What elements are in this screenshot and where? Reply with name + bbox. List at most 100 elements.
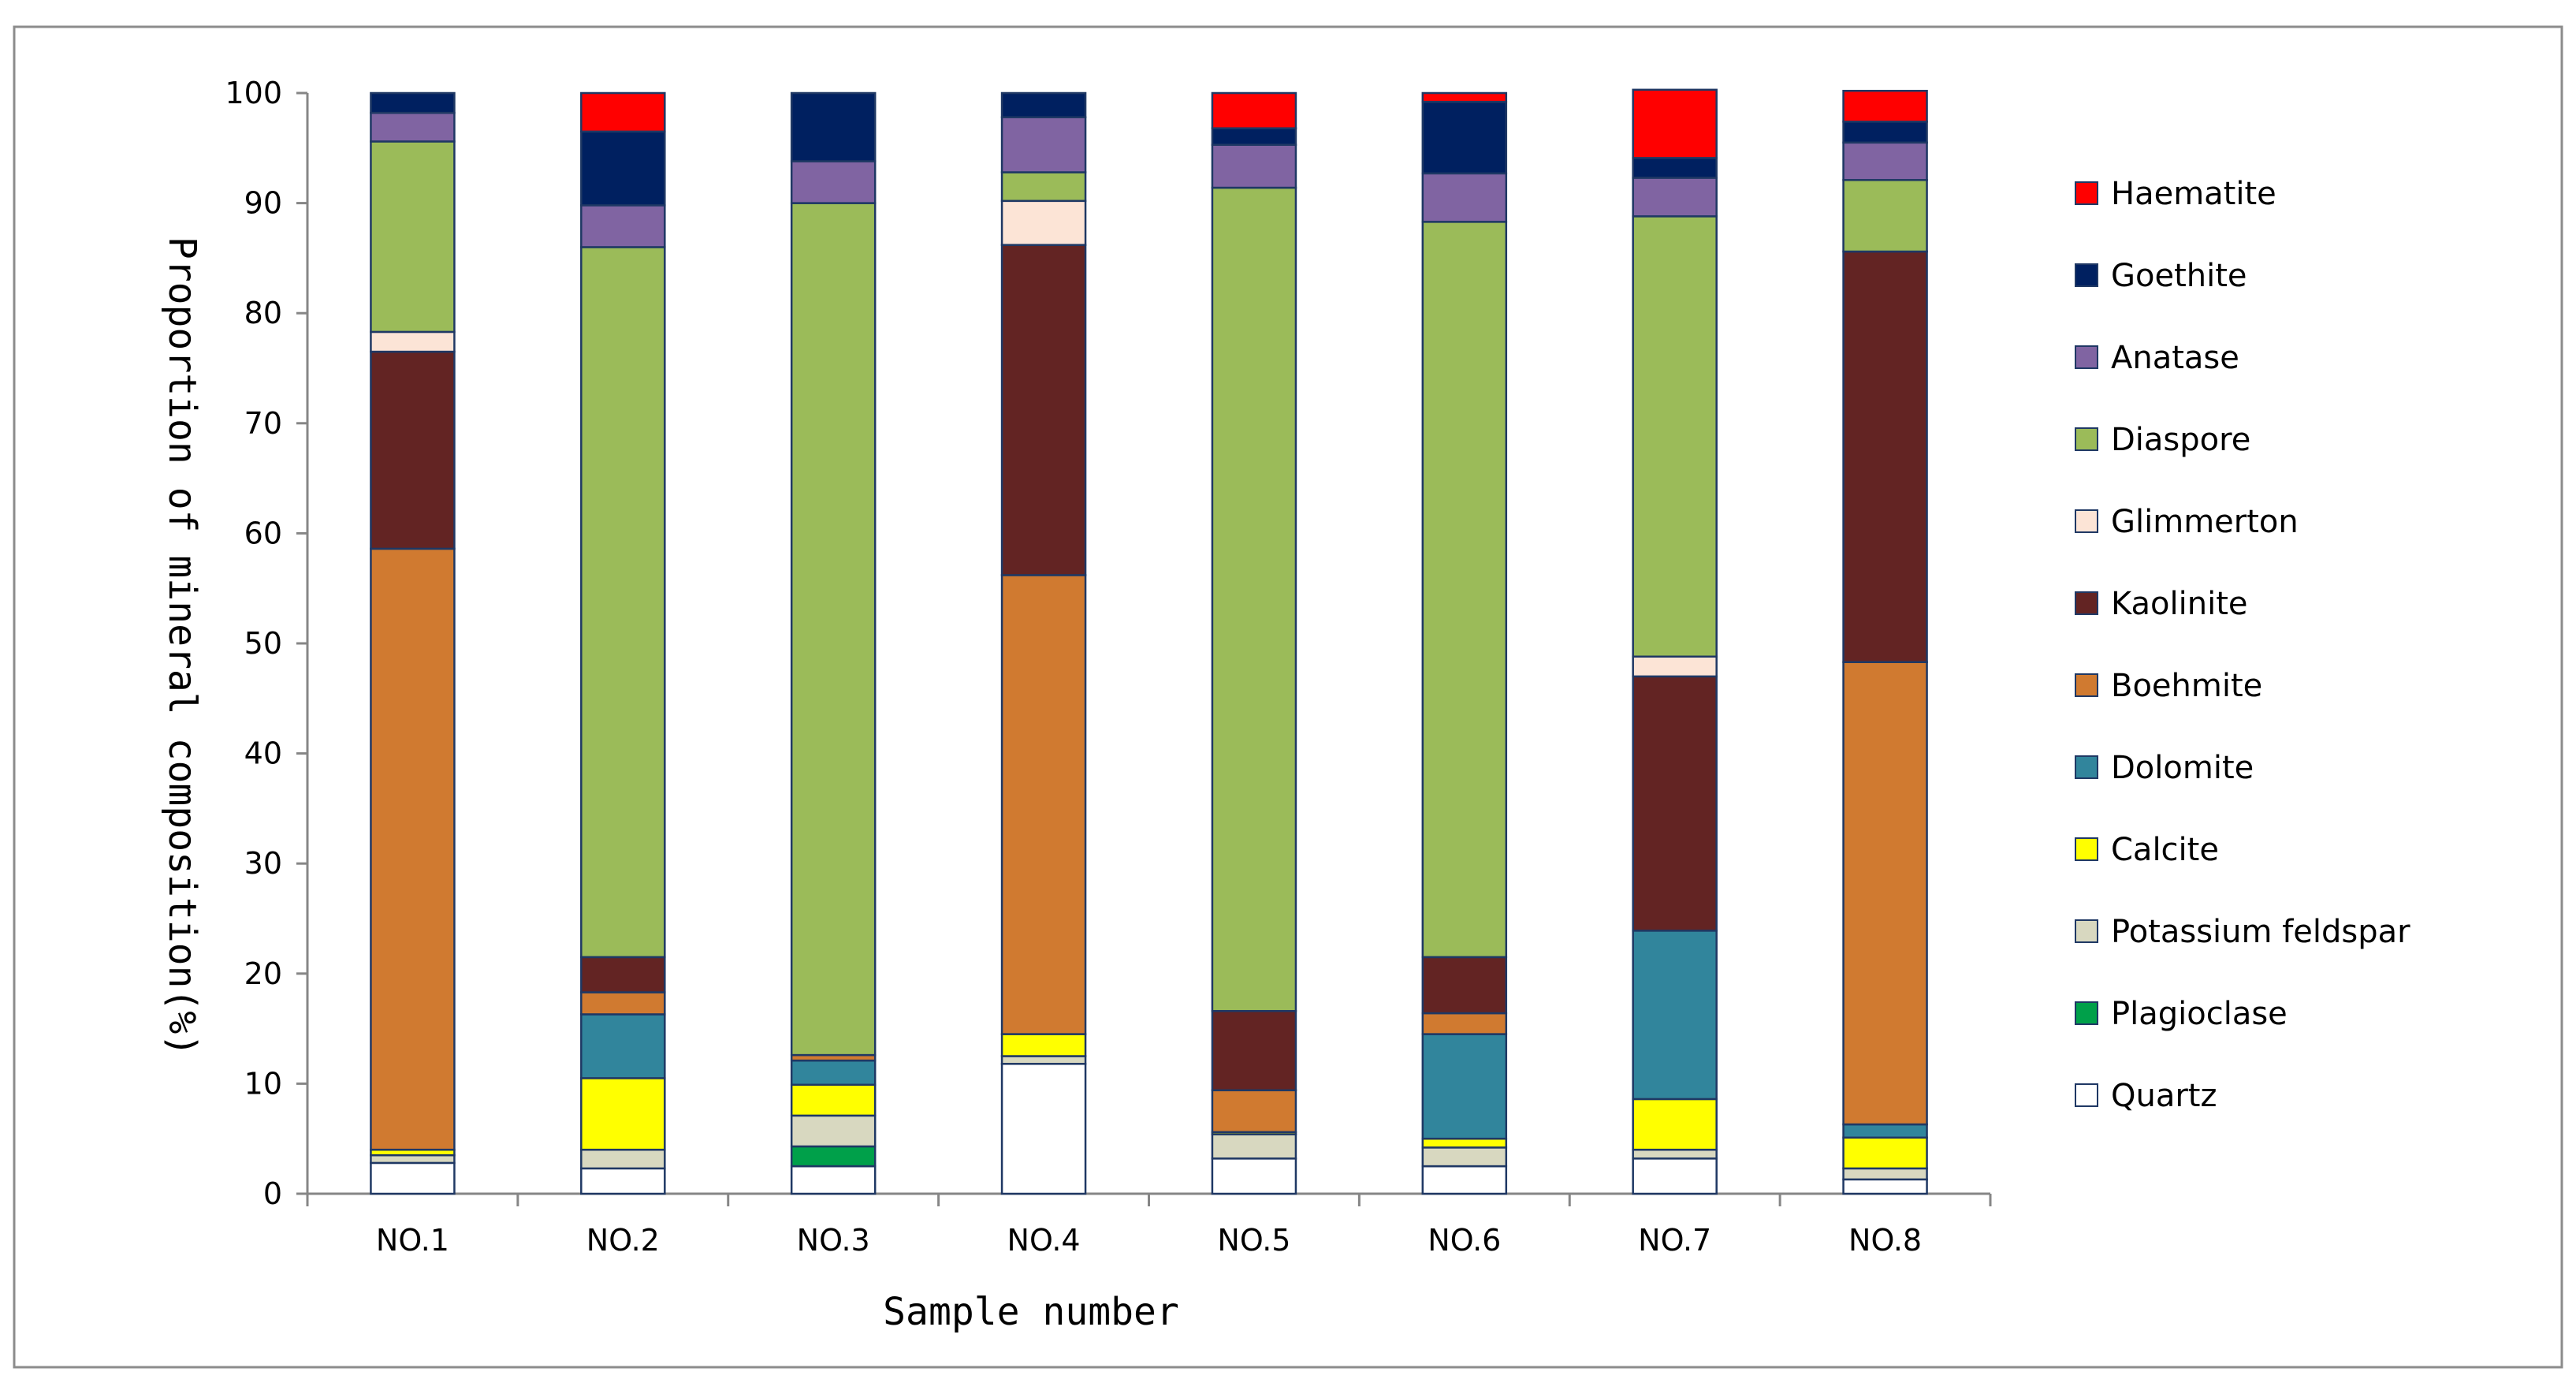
bar-segment-calcite: [1421, 1137, 1508, 1149]
bar-segment-kaolinite: [580, 956, 666, 993]
y-tick-label: 30: [244, 846, 282, 881]
x-tick-label: NO.2: [586, 1223, 660, 1258]
legend-label: Quartz: [2111, 1078, 2217, 1114]
y-tick-label: 40: [244, 736, 282, 771]
bar-segment-quartz: [1000, 1063, 1087, 1195]
bar-segment-potassium-feldspar: [790, 1114, 877, 1148]
bar-segment-diaspore: [580, 246, 666, 959]
legend-swatch-glimmerton: [2075, 509, 2098, 533]
legend-swatch-diaspore: [2075, 427, 2098, 451]
bar-segment-goethite: [1421, 100, 1508, 175]
bar-segment-dolomite: [1632, 930, 1718, 1101]
bar-segment-quartz: [580, 1167, 666, 1195]
x-tick-label: NO.7: [1638, 1223, 1711, 1258]
bar-segment-boehmite: [1421, 1012, 1508, 1035]
bar-segment-dolomite: [790, 1059, 877, 1086]
bar-segment-anatase: [1842, 141, 1928, 181]
bar-segment-diaspore: [1211, 186, 1297, 1012]
bar-segment-potassium-feldspar: [1421, 1146, 1508, 1168]
bar-segment-calcite: [790, 1083, 877, 1117]
y-tick-label: 90: [244, 186, 282, 221]
legend-swatch-quartz: [2075, 1083, 2098, 1107]
x-tick-label: NO.3: [797, 1223, 870, 1258]
y-tick-label: 100: [225, 76, 282, 110]
legend-label: Anatase: [2111, 340, 2239, 376]
legend-label: Potassium feldspar: [2111, 914, 2410, 950]
bar-segment-quartz: [1211, 1157, 1297, 1195]
bar-segment-anatase: [1211, 144, 1297, 189]
y-tick-label: 10: [244, 1066, 282, 1101]
y-tick-label: 0: [263, 1176, 282, 1211]
legend-swatch-boehmite: [2075, 673, 2098, 697]
bar-segment-goethite: [1842, 121, 1928, 144]
y-tick-label: 20: [244, 956, 282, 991]
bar-segment-goethite: [790, 91, 877, 162]
bar-segment-kaolinite: [1632, 675, 1718, 932]
bar-segment-anatase: [790, 160, 877, 204]
x-tick-label: NO.1: [376, 1223, 449, 1258]
bar-segment-potassium-feldspar: [370, 1154, 456, 1165]
bar-segment-haematite: [1632, 88, 1718, 159]
bar-segment-anatase: [1000, 116, 1087, 173]
bar-segment-dolomite: [580, 1013, 666, 1079]
bar-segment-dolomite: [1421, 1033, 1508, 1140]
bar-segment-calcite: [580, 1077, 666, 1151]
legend-label: Plagioclase: [2111, 996, 2288, 1032]
bar-segment-potassium-feldspar: [1842, 1167, 1928, 1181]
bar-segment-kaolinite: [1842, 250, 1928, 663]
legend-swatch-potassium-feldspar: [2075, 919, 2098, 943]
bar-segment-diaspore: [1632, 215, 1718, 658]
x-tick-label: NO.5: [1217, 1223, 1290, 1258]
legend-label: Dolomite: [2111, 750, 2254, 786]
legend-swatch-plagioclase: [2075, 1001, 2098, 1025]
bar-segment-diaspore: [1421, 221, 1508, 959]
y-tick-label: 50: [244, 626, 282, 661]
bar-segment-calcite: [1000, 1033, 1087, 1057]
bar-segment-haematite: [1211, 91, 1297, 129]
bar-segment-quartz: [1842, 1178, 1928, 1195]
bar-segment-haematite: [1842, 89, 1928, 123]
bar-segment-calcite: [1632, 1098, 1718, 1151]
legend-swatch-dolomite: [2075, 755, 2098, 779]
bar-segment-goethite: [1211, 127, 1297, 146]
x-tick-label: NO.4: [1007, 1223, 1081, 1258]
bar-segment-anatase: [580, 204, 666, 248]
bar-segment-plagioclase: [790, 1145, 877, 1168]
bar-segment-kaolinite: [370, 350, 456, 550]
bar-segment-calcite: [1842, 1136, 1928, 1170]
y-tick-label: 70: [244, 406, 282, 441]
bar-segment-potassium-feldspar: [1000, 1055, 1087, 1065]
legend-label: Kaolinite: [2111, 586, 2248, 622]
bar-segment-kaolinite: [1421, 956, 1508, 1015]
bar-segment-dolomite: [1842, 1123, 1928, 1139]
bar-segment-boehmite: [1842, 661, 1928, 1126]
bar-segment-potassium-feldspar: [1211, 1133, 1297, 1160]
bar-segment-diaspore: [370, 140, 456, 334]
bar-segment-goethite: [580, 130, 666, 207]
legend-swatch-goethite: [2075, 263, 2098, 287]
y-tick-label: 60: [244, 516, 282, 550]
legend: Haematite Goethite Anatase Diaspore Glimmert…: [2075, 176, 2410, 1114]
bar-segment-anatase: [370, 111, 456, 143]
bar-segment-potassium-feldspar: [1632, 1148, 1718, 1160]
legend-swatch-calcite: [2075, 837, 2098, 861]
bar-segment-goethite: [1000, 91, 1087, 118]
bar-segment-goethite: [370, 91, 456, 114]
legend-label: Goethite: [2111, 258, 2247, 294]
bar-segment-haematite: [580, 91, 666, 133]
legend-swatch-kaolinite: [2075, 591, 2098, 615]
bar-segment-anatase: [1632, 177, 1718, 218]
legend-label: Haematite: [2111, 176, 2276, 212]
bar-segment-boehmite: [580, 991, 666, 1016]
bar-segment-potassium-feldspar: [580, 1148, 666, 1170]
bar-segment-kaolinite: [1000, 244, 1087, 576]
bar-segment-quartz: [1421, 1165, 1508, 1195]
x-tick-label: NO.8: [1848, 1223, 1922, 1258]
bar-segment-quartz: [370, 1161, 456, 1195]
bar-segment-glimmerton: [1632, 655, 1718, 678]
x-tick-label: NO.6: [1428, 1223, 1501, 1258]
legend-label: Diaspore: [2111, 422, 2250, 458]
bar-segment-goethite: [1632, 157, 1718, 179]
plot-area: 0 10 20 30 40 50 60 70 80 90 100 NO.1 NO.2 NO.3 NO.4 NO…: [225, 76, 1992, 1258]
